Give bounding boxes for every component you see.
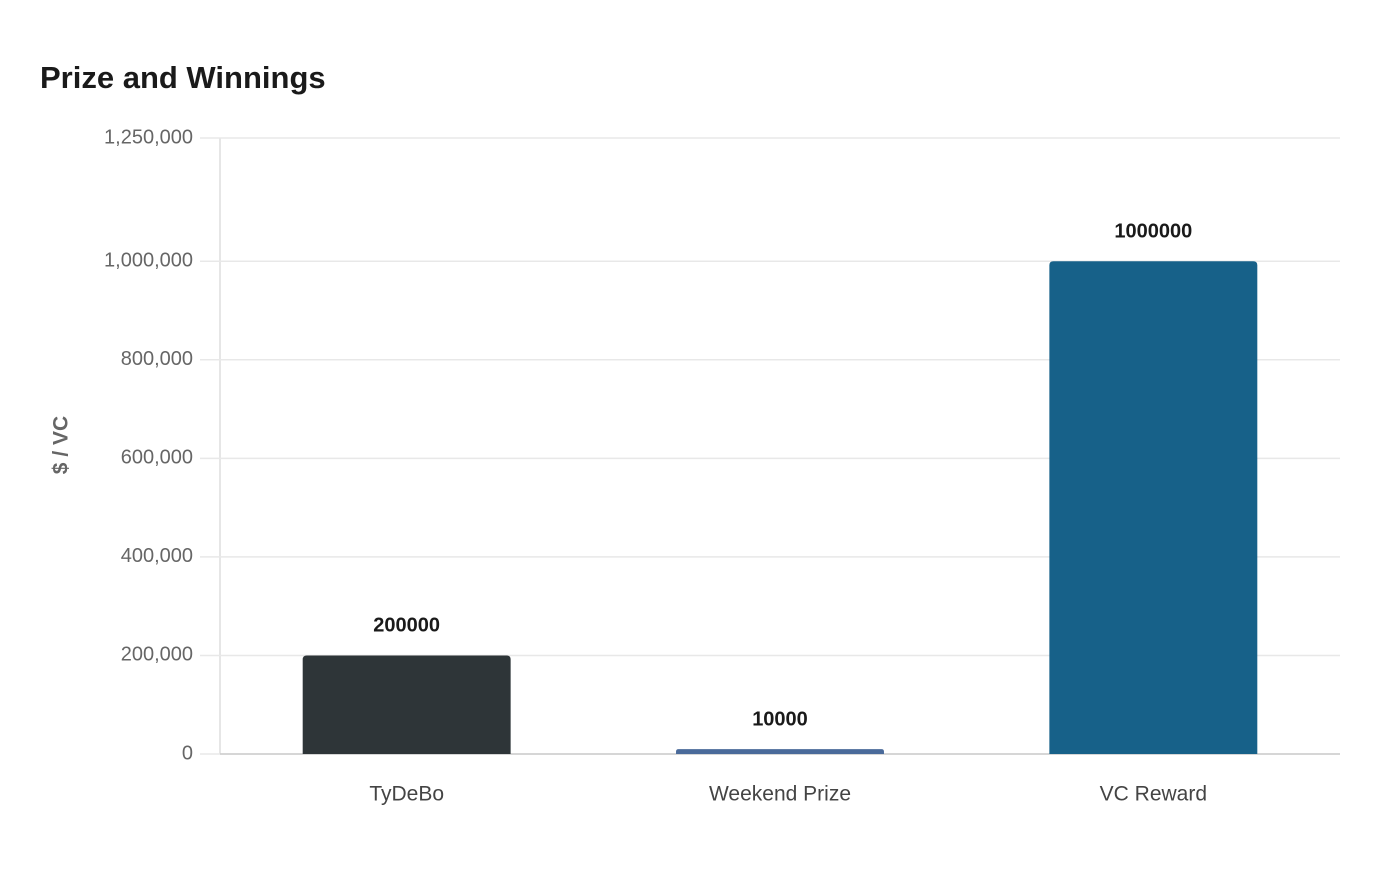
value-label: 10000: [752, 708, 808, 730]
value-label: 1000000: [1114, 220, 1192, 242]
y-tick-label: 800,000: [121, 348, 193, 370]
y-tick-label: 200,000: [121, 644, 193, 666]
x-tick-label: Weekend Prize: [709, 783, 851, 806]
y-tick-label: 600,000: [121, 447, 193, 469]
y-tick-label: 0: [182, 742, 193, 764]
y-tick-label: 1,250,000: [104, 126, 193, 148]
value-label: 200000: [373, 615, 440, 637]
bar: [302, 655, 511, 754]
x-tick-label: TyDeBo: [369, 783, 444, 806]
bar: [1049, 261, 1258, 754]
y-tick-label: 1,000,000: [104, 249, 193, 271]
x-tick-label: VC Reward: [1100, 783, 1207, 806]
y-axis-label: $ / VC: [50, 416, 73, 474]
chart-title: Prize and Winnings: [40, 60, 326, 95]
bar: [676, 749, 884, 754]
y-tick-label: 400,000: [121, 545, 193, 567]
